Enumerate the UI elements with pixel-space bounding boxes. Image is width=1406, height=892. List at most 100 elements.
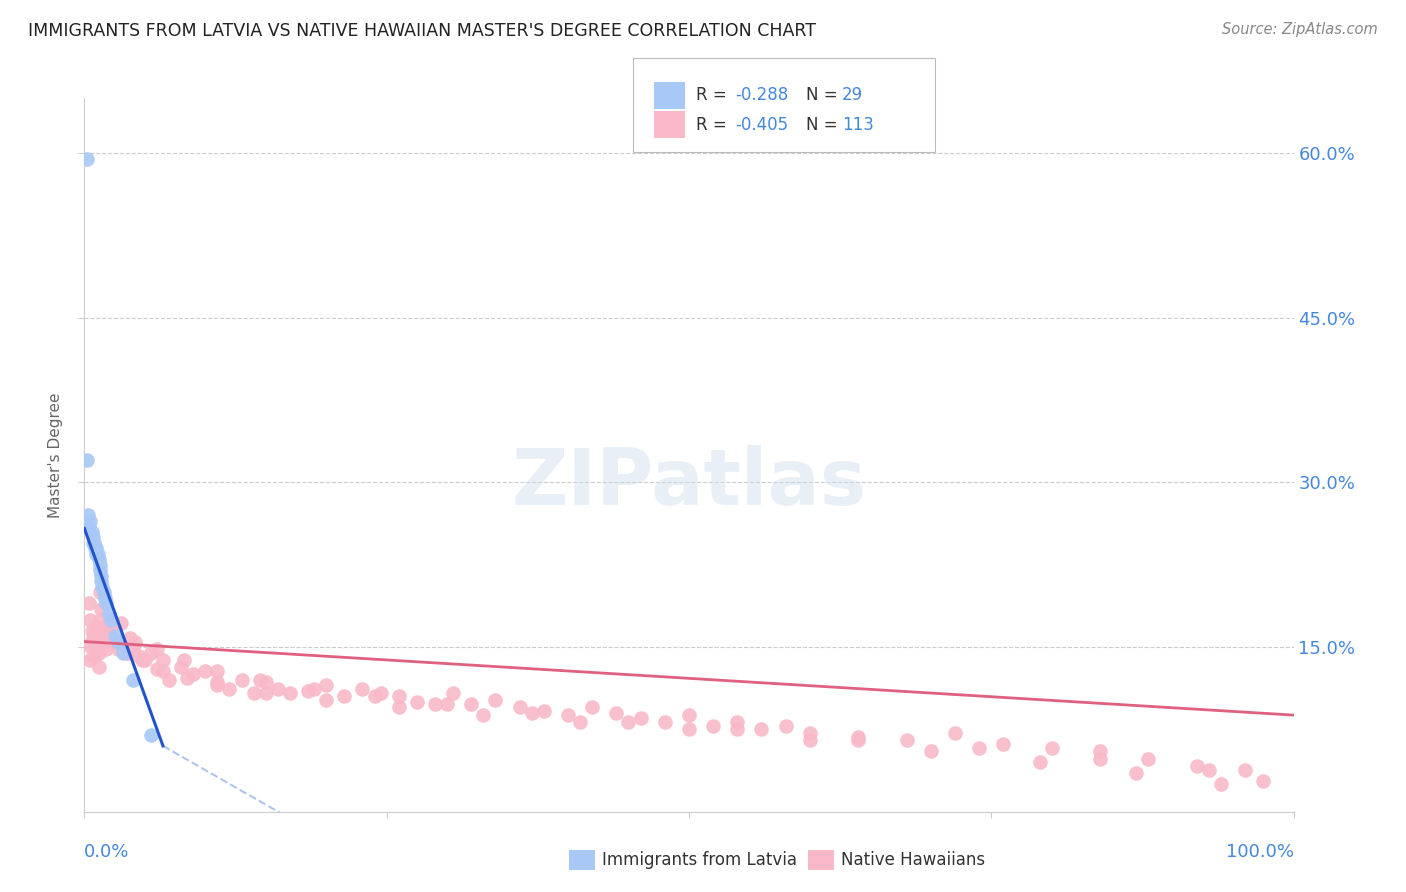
Point: [82, 632, 104, 646]
Point: [146, 662, 169, 676]
Point: [110, 638, 132, 652]
Point: [91, 580, 114, 594]
Point: [80, 624, 103, 638]
Point: [131, 653, 153, 667]
Point: [1253, 774, 1275, 789]
Point: [83, 627, 105, 641]
Point: [846, 733, 869, 747]
Point: [82, 648, 104, 663]
Point: [89, 613, 111, 627]
Point: [484, 692, 506, 706]
Point: [87, 660, 110, 674]
Point: [170, 660, 193, 674]
Text: -0.288: -0.288: [735, 87, 789, 104]
Point: [86, 541, 108, 556]
Point: [725, 723, 748, 737]
Point: [86, 642, 108, 657]
Point: [121, 642, 143, 657]
Point: [678, 708, 700, 723]
Point: [678, 723, 700, 737]
Point: [581, 700, 603, 714]
Point: [617, 714, 640, 729]
Point: [218, 681, 240, 696]
Point: [89, 563, 111, 577]
Point: [139, 728, 162, 742]
Point: [115, 646, 138, 660]
Point: [173, 653, 195, 667]
Point: [207, 675, 229, 690]
Point: [472, 708, 495, 723]
Point: [94, 596, 117, 610]
Point: [90, 574, 112, 589]
Y-axis label: Master's Degree: Master's Degree: [48, 392, 63, 517]
Point: [207, 664, 229, 678]
Point: [86, 638, 108, 652]
Point: [993, 737, 1015, 751]
Point: [100, 613, 122, 627]
Text: 100.0%: 100.0%: [1226, 843, 1294, 861]
Point: [207, 678, 229, 692]
Point: [315, 692, 337, 706]
Point: [84, 541, 107, 556]
Point: [370, 686, 392, 700]
Point: [896, 733, 918, 747]
Text: IMMIGRANTS FROM LATVIA VS NATIVE HAWAIIAN MASTER'S DEGREE CORRELATION CHART: IMMIGRANTS FROM LATVIA VS NATIVE HAWAIIA…: [28, 22, 815, 40]
Point: [231, 673, 253, 687]
Point: [436, 697, 458, 711]
Point: [302, 681, 325, 696]
Point: [630, 711, 652, 725]
Point: [1137, 752, 1160, 766]
Point: [82, 535, 104, 549]
Point: [654, 714, 676, 729]
Point: [94, 591, 117, 605]
Point: [920, 744, 942, 758]
Point: [104, 634, 127, 648]
Point: [967, 741, 990, 756]
Point: [352, 681, 374, 696]
Point: [1185, 758, 1208, 772]
Point: [460, 697, 482, 711]
Point: [94, 642, 117, 657]
Point: [702, 719, 724, 733]
Point: [1209, 777, 1232, 791]
Point: [104, 629, 127, 643]
Point: [79, 613, 101, 627]
Point: [242, 686, 264, 700]
Text: 113: 113: [842, 116, 875, 134]
Point: [100, 620, 122, 634]
Point: [91, 624, 114, 638]
Point: [86, 547, 108, 561]
Point: [80, 524, 103, 539]
Point: [388, 690, 411, 704]
Text: N =: N =: [806, 116, 842, 134]
Point: [76, 152, 98, 166]
Point: [751, 723, 773, 737]
Point: [115, 646, 138, 660]
Point: [333, 690, 356, 704]
Point: [1198, 763, 1220, 777]
Point: [86, 547, 108, 561]
Point: [943, 725, 966, 739]
Point: [315, 678, 337, 692]
Point: [1234, 763, 1257, 777]
Point: [441, 686, 464, 700]
Point: [90, 568, 112, 582]
Point: [104, 634, 127, 648]
Point: [79, 653, 101, 667]
Point: [254, 675, 277, 690]
Text: N =: N =: [806, 87, 842, 104]
Point: [89, 558, 111, 572]
Point: [79, 514, 101, 528]
Point: [509, 700, 531, 714]
Point: [112, 646, 135, 660]
Point: [297, 684, 319, 698]
Point: [176, 671, 198, 685]
Point: [77, 508, 100, 523]
Point: [569, 714, 592, 729]
Point: [363, 690, 385, 704]
Point: [423, 697, 446, 711]
Point: [83, 535, 105, 549]
Point: [124, 634, 146, 648]
Point: [1040, 741, 1063, 756]
Point: [249, 673, 271, 687]
